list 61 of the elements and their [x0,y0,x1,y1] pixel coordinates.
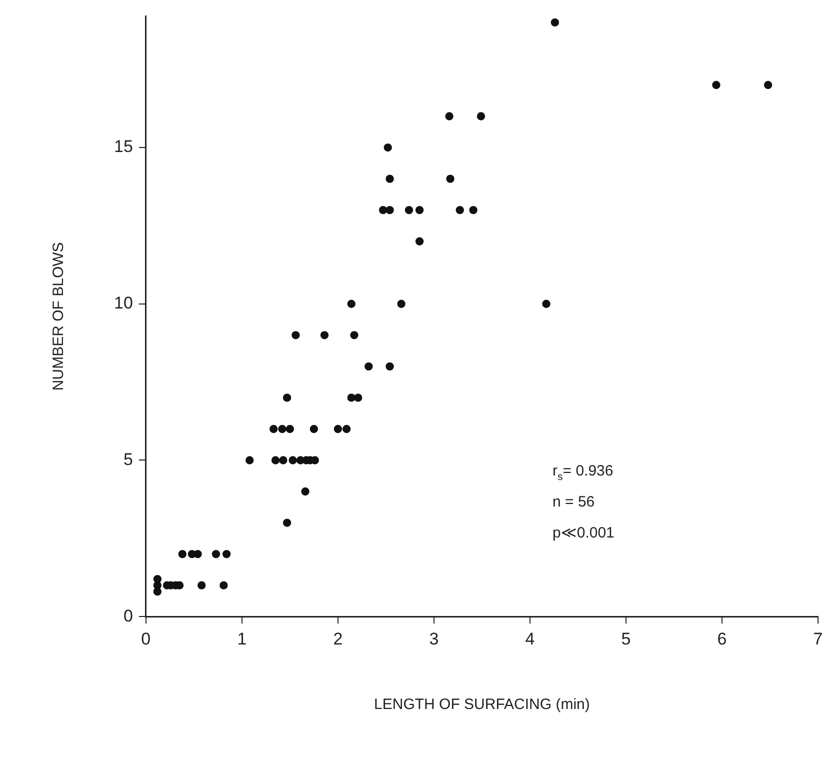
point [712,80,720,90]
point [415,237,424,246]
x-tick-label: 7 [813,629,823,648]
x-tick-label: 3 [429,629,439,648]
y-tick-label: 10 [114,294,133,313]
x-tick-label: 2 [333,629,343,648]
point [764,80,772,90]
point [320,331,329,340]
point [446,174,454,183]
y-axis-title: NUMBER OF BLOWS [50,242,68,391]
point [270,424,278,434]
point [292,331,300,340]
annotation: p≪0.001 [552,524,614,542]
point [220,581,228,590]
point [194,550,202,558]
point [286,424,294,434]
point [282,394,292,402]
point [386,206,394,214]
point [476,112,486,120]
point [347,300,356,308]
point [288,456,297,464]
point [404,206,414,214]
point [282,518,292,527]
point [384,143,392,152]
point [246,456,254,464]
point [386,362,394,371]
x-axis-title: LENGTH OF SURFACING (min) [374,696,590,714]
point [542,300,550,308]
x-tick-label: 0 [141,629,151,648]
point [378,206,388,214]
point [415,206,424,214]
point [301,487,310,496]
point [347,394,356,402]
point [469,206,478,214]
y-tick-label: 5 [123,450,133,469]
point [279,456,288,464]
y-tick-label: 15 [114,137,133,156]
point [278,424,286,434]
point [153,574,162,584]
point [212,550,220,558]
point [550,18,560,27]
x-tick-label: 5 [621,629,631,648]
point [222,550,231,558]
annotation: n = 56 [552,494,595,511]
point [197,581,206,590]
point [445,112,454,120]
x-tick-label: 4 [525,629,535,648]
point [350,331,358,340]
point [386,174,394,183]
y-tick-label: 0 [123,606,133,626]
point [334,424,342,434]
point [354,394,362,402]
point [342,424,351,434]
x-tick-label: 1 [237,629,247,648]
point [364,362,373,371]
point [271,456,280,464]
x-tick-label: 6 [717,629,727,648]
point [397,300,406,308]
point [178,550,186,558]
point [456,206,464,214]
point [310,424,318,434]
